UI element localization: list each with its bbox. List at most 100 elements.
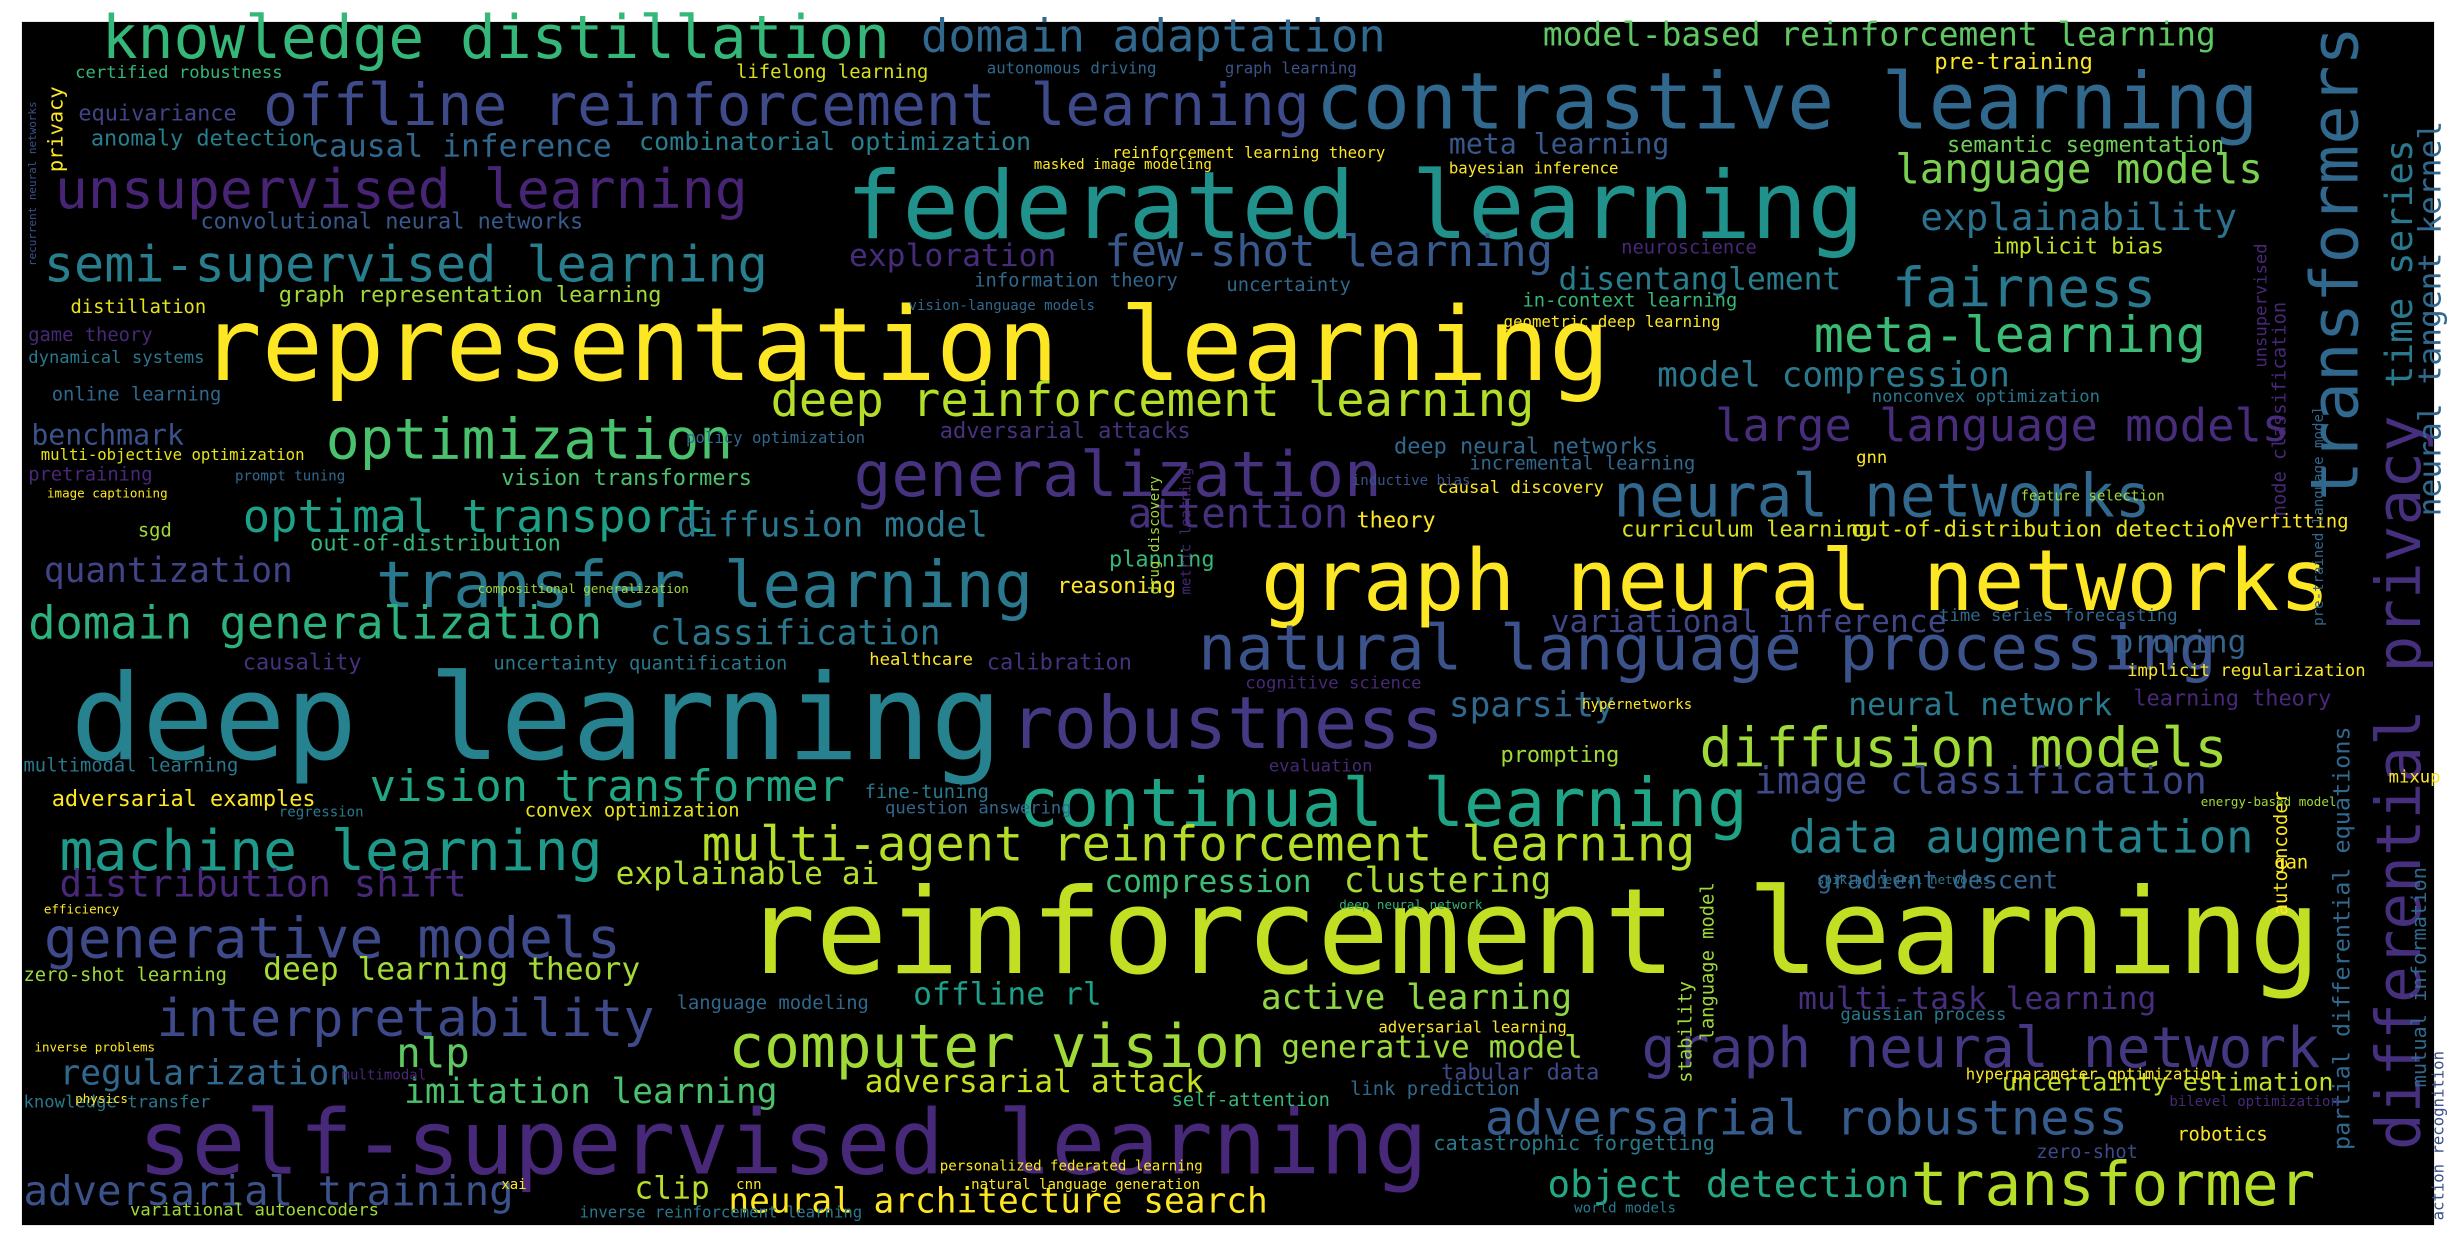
word: model compression: [1657, 355, 2010, 395]
word: natural language processing: [1198, 612, 2216, 685]
word: mutual information: [2407, 867, 2431, 1087]
word: knowledge transfer: [23, 1093, 210, 1113]
cloud-background: [21, 21, 2435, 1226]
word: graph neural network: [1642, 1016, 2321, 1081]
word: image classification: [1754, 758, 2207, 802]
word: bayesian inference: [1449, 159, 1619, 178]
word: xai: [501, 1177, 526, 1193]
word: explainable ai: [616, 856, 880, 892]
word: tabular data: [1441, 1061, 1599, 1086]
word: diffusion model: [677, 506, 988, 546]
word: variational inference: [1551, 604, 1947, 640]
word: imitation learning: [404, 1072, 777, 1112]
word: language modeling: [677, 993, 869, 1014]
word: neural network: [1848, 687, 2112, 723]
word: inverse problems: [34, 1039, 155, 1054]
word: offline rl: [913, 976, 1102, 1012]
word: generative model: [1281, 1030, 1583, 1066]
word: transfer learning: [376, 548, 1033, 623]
word: zero-shot learning: [23, 965, 226, 986]
word: unsupervised learning: [55, 157, 748, 221]
word: deep reinforcement learning: [771, 373, 1535, 428]
word: optimization: [326, 407, 733, 472]
word: representation learning: [200, 286, 1610, 404]
word: compositional generalization: [478, 581, 689, 596]
word: uncertainty quantification: [493, 654, 787, 675]
word: out-of-distribution: [310, 532, 561, 557]
word: neural architecture search: [728, 1182, 1267, 1222]
word: self-supervised learning: [138, 1092, 1428, 1196]
word: neural networks: [1613, 462, 2150, 531]
word: convex optimization: [525, 801, 740, 822]
word: clustering: [1344, 861, 1551, 901]
word: time series: [2377, 139, 2421, 388]
word: masked image modeling: [1034, 157, 1212, 173]
word: optimal transport: [243, 490, 708, 543]
word: stability: [1676, 981, 1697, 1083]
word: object detection: [1548, 1162, 1910, 1206]
word: distillation: [70, 297, 206, 318]
word: active learning: [1261, 978, 1572, 1018]
word: feature selection: [2021, 489, 2165, 505]
word: evaluation: [1269, 756, 1373, 776]
word: metric learning: [1178, 467, 1194, 594]
word: gan: [2274, 852, 2308, 873]
word: gaussian process: [1840, 1005, 2006, 1025]
word: robotics: [2177, 1125, 2267, 1146]
word: healthcare: [869, 650, 973, 670]
word: convolutional neural networks: [200, 209, 583, 234]
word: vision transformers: [501, 466, 752, 491]
word: uncertainty: [1226, 275, 1350, 296]
word: combinatorial optimization: [639, 127, 1031, 156]
word: uncertainty estimation: [2002, 1068, 2334, 1097]
word: zero-shot: [2036, 1142, 2138, 1163]
word: gnn: [1856, 448, 1887, 468]
word: catastrophic forgetting: [1433, 1131, 1715, 1155]
word: online learning: [52, 385, 222, 406]
word: neural tangent kernel: [2412, 121, 2448, 516]
word: equivariance: [78, 101, 236, 126]
word: graph neural networks: [1261, 532, 2330, 630]
word: time series forecasting: [1939, 606, 2178, 626]
word: multi-objective optimization: [41, 445, 305, 464]
word: implicit regularization: [2127, 661, 2366, 681]
word: generalization: [854, 438, 1382, 511]
word: domain generalization: [28, 596, 602, 649]
word: energy-based model: [2201, 794, 2337, 809]
word: autoencoder: [2271, 791, 2292, 915]
word: privacy: [44, 86, 68, 172]
word: bilevel optimization: [2169, 1094, 2339, 1110]
word: causal inference: [310, 128, 612, 164]
word: theory: [1356, 508, 1435, 533]
word: regression: [279, 805, 364, 821]
word: federated learning: [846, 152, 1864, 261]
word: world models: [1574, 1201, 1676, 1217]
word: fairness: [1892, 256, 2156, 320]
word: contrastive learning: [1316, 56, 2259, 147]
word: generative models: [44, 907, 621, 972]
word: causality: [243, 651, 362, 676]
word: mixup: [2389, 767, 2441, 787]
word: drug discovery: [1147, 476, 1163, 595]
word: meta-learning: [1814, 306, 2206, 364]
word: hyperparameter optimization: [1966, 1065, 2220, 1084]
word: cognitive science: [1245, 673, 1421, 693]
word: adversarial training: [23, 1167, 513, 1215]
word: autonomous driving: [987, 59, 1157, 78]
word: domain adaptation: [921, 10, 1386, 63]
word: exploration: [849, 238, 1056, 274]
word: out-of-distribution detection: [1851, 518, 2234, 543]
word: calibration: [987, 651, 1132, 676]
word: gradient descent: [1817, 866, 2058, 895]
word: meta learning: [1449, 127, 1669, 160]
word: distribution shift: [60, 862, 467, 906]
word: few-shot learning: [1104, 226, 1553, 277]
word: question answering: [885, 799, 1072, 819]
word: planning: [1109, 547, 1215, 572]
word: explainability: [1920, 195, 2237, 239]
word: dynamical systems: [28, 348, 204, 368]
word: multimodal learning: [23, 755, 238, 776]
word: continual learning: [1018, 764, 1748, 842]
word: incremental learning: [1469, 453, 1695, 474]
